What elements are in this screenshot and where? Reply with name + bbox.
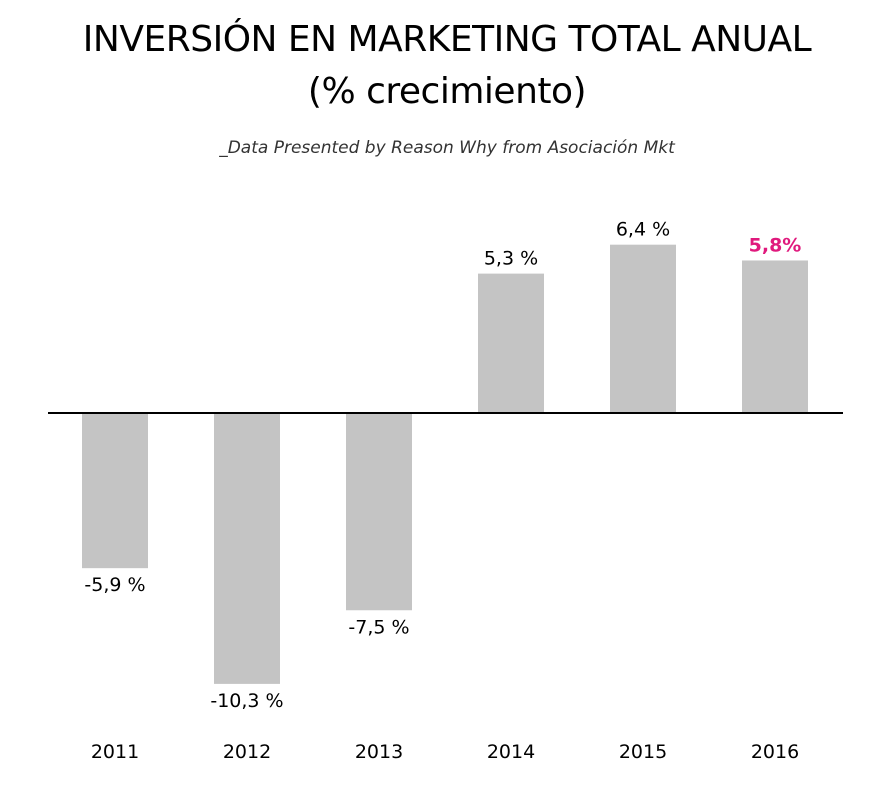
bar-2015 bbox=[610, 244, 676, 413]
x-tick-label-2012: 2012 bbox=[223, 741, 271, 763]
x-tick-label-2011: 2011 bbox=[91, 741, 139, 763]
data-label-2015: 6,4 % bbox=[616, 219, 670, 241]
x-tick-label-2015: 2015 bbox=[619, 741, 667, 763]
chart-title-line2: (% crecimiento) bbox=[307, 71, 587, 112]
x-tick-label-2013: 2013 bbox=[355, 741, 403, 763]
bar-2013 bbox=[346, 413, 412, 611]
chart-subtitle: _Data Presented by Reason Why from Asoci… bbox=[219, 138, 675, 158]
data-label-2013: -7,5 % bbox=[348, 616, 409, 638]
chart-title: INVERSIÓN EN MARKETING TOTAL ANUAL bbox=[82, 19, 812, 60]
data-label-2014: 5,3 % bbox=[484, 248, 538, 270]
x-tick-label-2014: 2014 bbox=[487, 741, 535, 763]
data-label-2016: 5,8% bbox=[749, 234, 802, 256]
bar-2016 bbox=[742, 260, 808, 413]
data-label-2011: -5,9 % bbox=[84, 574, 145, 596]
data-label-2012: -10,3 % bbox=[210, 690, 283, 712]
x-tick-label-2016: 2016 bbox=[751, 741, 799, 763]
bar-2012 bbox=[214, 413, 280, 684]
bar-2014 bbox=[478, 273, 544, 413]
bar-2011 bbox=[82, 413, 148, 569]
